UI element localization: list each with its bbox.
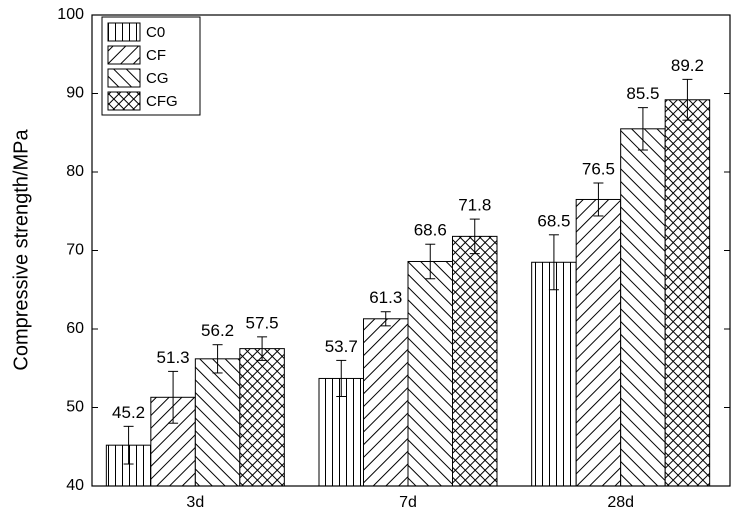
y-tick-label: 50: [66, 399, 84, 416]
x-tick-label: 28d: [607, 494, 634, 511]
bar: [452, 235, 498, 487]
y-tick-label: 90: [66, 85, 84, 102]
plot-frame: [91, 14, 731, 487]
legend-label: CG: [146, 70, 169, 87]
value-label: 53.7: [325, 337, 358, 356]
value-label: 61.3: [369, 288, 402, 307]
legend-swatch: [107, 22, 141, 42]
legend-swatch: [107, 68, 141, 88]
value-label: 51.3: [157, 348, 190, 367]
legend-swatch: [107, 91, 141, 111]
value-label: 76.5: [582, 159, 615, 178]
legend-label: C0: [146, 24, 165, 41]
value-label: 56.2: [201, 321, 234, 340]
legend-swatch: [107, 45, 141, 65]
y-tick-label: 100: [57, 6, 84, 23]
bar: [407, 260, 453, 487]
bar: [363, 318, 409, 487]
value-label: 45.2: [112, 403, 145, 422]
y-tick-label: 40: [66, 477, 84, 494]
legend-label: CFG: [146, 93, 178, 110]
x-tick-label: 3d: [186, 494, 204, 511]
value-label: 68.6: [414, 221, 447, 240]
value-label: 57.5: [246, 313, 279, 332]
value-label: 71.8: [458, 196, 491, 215]
bar: [239, 348, 285, 487]
y-axis-label: Compressive strength/MPa: [10, 129, 32, 371]
bar: [194, 358, 241, 487]
bar: [620, 128, 666, 487]
y-tick-label: 80: [66, 163, 84, 180]
bar: [575, 198, 622, 487]
y-tick-label: 70: [66, 242, 84, 259]
y-tick-label: 60: [66, 320, 84, 337]
value-label: 85.5: [626, 84, 659, 103]
bar: [531, 261, 577, 487]
bar: [664, 99, 711, 487]
value-label: 89.2: [671, 56, 704, 75]
legend-label: CF: [146, 47, 166, 64]
x-tick-label: 7d: [399, 494, 417, 511]
value-label: 68.5: [537, 211, 570, 230]
